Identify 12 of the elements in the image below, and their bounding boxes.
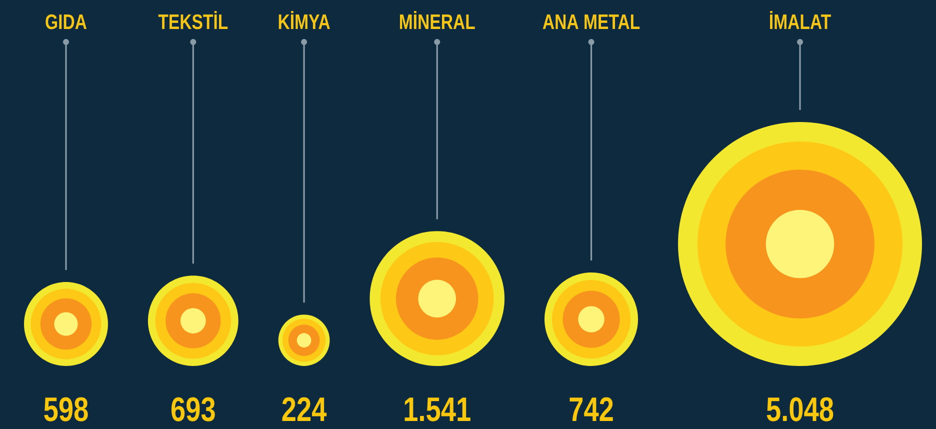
data-label: 742 (570, 397, 613, 421)
category-label: KİMYA (278, 11, 330, 29)
category-label: ANA METAL (542, 14, 640, 29)
data-label: 224 (282, 397, 327, 421)
category-label: TEKSTİL (158, 11, 228, 30)
category-label: İMALAT (770, 11, 831, 29)
category-label: MİNERAL (400, 11, 475, 29)
data-label: 598 (44, 397, 88, 422)
data-label: 1.541 (404, 398, 470, 422)
category-label: GIDA (46, 14, 87, 30)
data-label: 693 (171, 397, 215, 422)
data-label: 5.048 (766, 397, 834, 422)
